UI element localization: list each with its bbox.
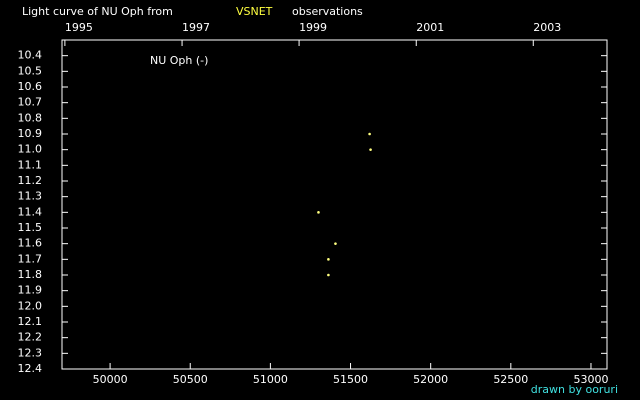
- x-tick-label: 51500: [333, 373, 368, 386]
- y-tick-label: 11.1: [18, 158, 43, 171]
- y-tick-label: 10.5: [18, 64, 43, 77]
- y-tick-label: 10.7: [18, 96, 43, 109]
- x2-tick-label: 1997: [182, 21, 210, 34]
- x2-tick-label: 1995: [65, 21, 93, 34]
- y-tick-label: 11.9: [18, 284, 43, 297]
- data-point: [317, 211, 320, 214]
- data-point: [368, 132, 371, 136]
- y-tick-label: 11.2: [18, 174, 43, 187]
- x-tick-label: 50000: [93, 373, 128, 386]
- y-tick-label: 11.8: [18, 268, 43, 281]
- x-tick-label: 50500: [173, 373, 208, 386]
- x-tick-label: 52000: [413, 373, 448, 386]
- y-tick-label: 10.9: [18, 127, 43, 140]
- y-tick-label: 10.4: [18, 49, 43, 62]
- y-tick-label: 12.3: [18, 346, 43, 359]
- data-point: [334, 242, 337, 245]
- data-point: [327, 273, 330, 277]
- y-tick-label: 11.4: [18, 205, 43, 218]
- y-tick-label: 12.2: [18, 331, 43, 344]
- legend-label: NU Oph (-): [150, 54, 208, 67]
- y-tick-label: 11.3: [18, 190, 43, 203]
- y-tick-label: 12.4: [18, 362, 43, 375]
- y-tick-label: 12.0: [18, 299, 43, 312]
- y-tick-label: 10.8: [18, 111, 43, 124]
- plot-frame: [61, 39, 608, 370]
- y-tick-label: 11.5: [18, 221, 43, 234]
- x-tick-label: 51000: [253, 373, 288, 386]
- x2-tick-label: 2001: [416, 21, 444, 34]
- y-tick-label: 11.0: [18, 143, 43, 156]
- y-tick-label: 12.1: [18, 315, 43, 328]
- y-tick-label: 11.7: [18, 252, 43, 265]
- data-point: [327, 258, 330, 261]
- credit: drawn by ooruri: [531, 383, 618, 396]
- y-tick-label: 10.6: [18, 80, 43, 93]
- data-point: [369, 148, 372, 151]
- chart-title-end: observations: [292, 5, 363, 18]
- x2-tick-label: 1999: [299, 21, 327, 34]
- chart-title-source: VSNET: [236, 5, 273, 18]
- x-tick-label: 53000: [573, 373, 608, 386]
- chart-title: Light curve of NU Oph from: [22, 5, 173, 18]
- x-tick-label: 52500: [493, 373, 528, 386]
- x2-tick-label: 2003: [533, 21, 561, 34]
- y-tick-label: 11.6: [18, 237, 43, 250]
